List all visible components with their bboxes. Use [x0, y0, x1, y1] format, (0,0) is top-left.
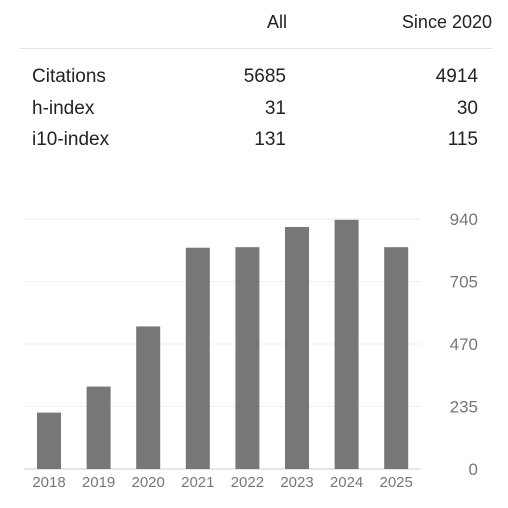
bar-2023[interactable] — [285, 226, 309, 469]
y-tick-label: 940 — [450, 210, 478, 229]
y-tick-label: 705 — [450, 273, 478, 292]
y-tick-label: 235 — [450, 398, 478, 417]
x-tick-label: 2023 — [280, 474, 313, 491]
bar-2021[interactable] — [185, 247, 210, 469]
column-header-since-2020: Since 2020 — [401, 12, 492, 32]
column-header-all: All — [266, 12, 287, 32]
stat-value-all: 5685 — [243, 66, 286, 87]
stat-value-since: 115 — [447, 129, 478, 150]
citations-per-year-chart: 0 235 470 705 940 2018 2019 2020 2021 2022 2023 202… — [0, 200, 508, 508]
x-tick-label: 2020 — [132, 474, 165, 491]
bar-2019[interactable] — [86, 386, 111, 469]
stat-value-since: 30 — [456, 98, 478, 119]
stat-value-all: 31 — [264, 98, 286, 119]
y-tick-label: 0 — [469, 460, 478, 479]
stats-table-header: All Since 2020 — [20, 0, 492, 49]
stats-row-h-index: h-index 31 30 — [32, 98, 478, 130]
stat-label[interactable]: i10-index — [32, 129, 110, 150]
stat-value-since: 4914 — [435, 66, 478, 87]
stat-label[interactable]: h-index — [32, 98, 95, 119]
bar-2018[interactable] — [37, 412, 61, 469]
x-tick-label: 2021 — [181, 474, 214, 491]
y-tick-label: 470 — [450, 335, 478, 354]
stats-row-citations: Citations 5685 4914 — [32, 66, 478, 98]
bar-2020[interactable] — [136, 326, 161, 469]
stats-row-i10-index: i10-index 131 115 — [32, 129, 478, 161]
chart-canvas: 0 235 470 705 940 2018 2019 2020 2021 2022 2023 202… — [24, 210, 478, 491]
bar-2024[interactable] — [334, 219, 359, 469]
x-tick-label: 2018 — [32, 474, 65, 491]
stat-label[interactable]: Citations — [32, 66, 106, 87]
x-tick-label: 2024 — [330, 474, 363, 491]
x-tick-label: 2022 — [231, 474, 264, 491]
bar-2022[interactable] — [235, 247, 260, 469]
x-tick-label: 2019 — [82, 474, 115, 491]
bar-2025[interactable] — [384, 247, 409, 469]
stat-value-all: 131 — [254, 129, 286, 150]
x-tick-label: 2025 — [380, 474, 413, 491]
